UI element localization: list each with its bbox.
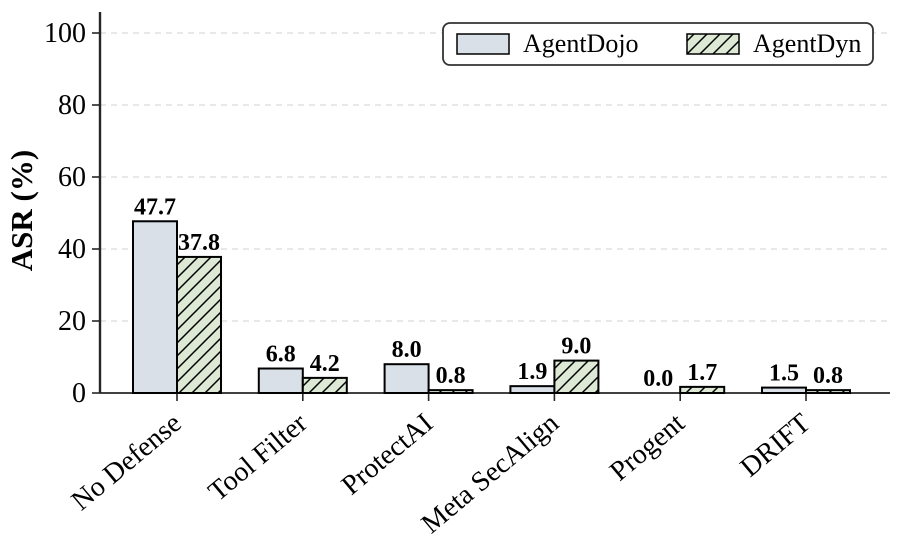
bar-value-label: 0.0 [643, 366, 673, 392]
bar-agentdyn-0 [176, 255, 222, 395]
bar-value-label: 1.5 [769, 361, 799, 387]
bar-value-label: 1.9 [517, 359, 547, 385]
y-tick-label: 60 [58, 162, 86, 193]
legend-swatch-0 [456, 33, 510, 55]
bar-value-label: 37.8 [178, 230, 220, 256]
bar-agentdojo-3 [509, 385, 556, 395]
y-tick-label: 100 [44, 18, 86, 49]
bar-agentdojo-0 [132, 220, 178, 394]
y-axis-label: ASR (%) [4, 150, 39, 271]
legend-label-1: AgentDyn [753, 29, 861, 58]
bar-agentdyn-2 [427, 389, 474, 394]
bar-agentdojo-1 [257, 367, 304, 394]
bar-agentdyn-4 [679, 385, 726, 395]
y-tick-label: 0 [72, 378, 86, 409]
bar-value-label: 1.7 [687, 360, 717, 386]
bar-agentdojo-5 [761, 386, 807, 395]
bar-agentdyn-1 [301, 376, 348, 395]
legend-box [442, 22, 874, 66]
bar-value-label: 0.8 [813, 363, 843, 389]
bar-agentdyn-3 [553, 359, 600, 395]
y-tick-label: 80 [58, 90, 86, 121]
bar-value-label: 4.2 [310, 351, 340, 377]
bar-agentdojo-2 [383, 363, 430, 395]
bar-value-label: 9.0 [561, 334, 591, 360]
bar-value-label: 47.7 [134, 194, 176, 220]
y-tick-label: 20 [58, 306, 86, 337]
legend-swatch-1 [686, 33, 740, 55]
legend-label-0: AgentDojo [523, 29, 639, 58]
bar-agentdyn-5 [805, 389, 851, 394]
y-tick-label: 40 [58, 234, 86, 265]
bar-value-label: 8.0 [392, 337, 422, 363]
bar-value-label: 0.8 [436, 363, 466, 389]
bar-value-label: 6.8 [266, 342, 296, 368]
